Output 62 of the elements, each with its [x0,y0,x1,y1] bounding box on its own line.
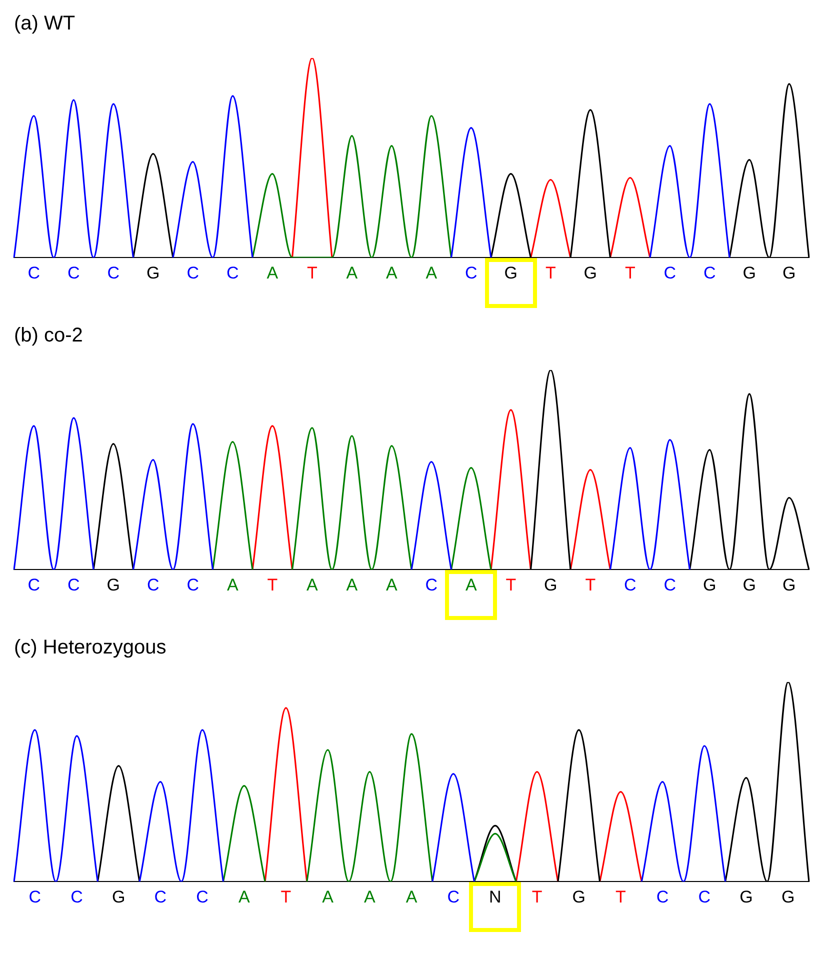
x-tick-label: C [624,575,636,594]
x-tick-label: G [740,887,753,906]
x-tick-label: A [406,887,418,906]
x-tick-label: G [106,575,120,594]
x-tick-label: G [504,263,518,282]
x-tick-label: T [624,263,636,282]
x-tick-label: C [28,575,40,594]
x-tick-label: A [386,263,398,282]
x-tick-label: C [67,263,80,282]
x-tick-label: N [489,887,502,906]
x-tick-label: C [67,575,80,594]
x-tick-label: G [781,887,795,906]
x-tick-label: C [447,887,460,906]
chart-title: (b) co-2 [14,324,83,347]
x-tick-label: C [656,887,669,906]
chart-title: (c) Heterozygous [14,636,166,659]
x-tick-label: C [664,575,676,594]
x-tick-label: A [306,575,318,594]
chart-title: (a) WT [14,12,76,35]
x-tick-label: C [154,887,167,906]
x-tick-label: T [506,575,516,594]
x-tick-label: C [186,575,200,594]
x-tick-label: G [544,575,558,594]
x-tick-label: T [616,887,626,906]
x-tick-label: A [238,887,250,906]
x-tick-label: G [572,887,586,906]
x-tick-label: T [545,263,556,282]
x-tick-label: G [703,575,716,594]
x-tick-label: T [532,887,542,906]
x-tick-label: G [584,263,597,282]
x-tick-label: G [112,887,126,906]
x-tick-label: C [698,887,711,906]
x-tick-label: G [146,263,160,282]
x-tick-label: C [146,575,160,594]
x-tick-label: C [186,263,200,282]
x-tick-label: A [266,263,279,282]
x-tick-label: T [306,263,318,282]
x-tick-label: G [782,575,796,594]
x-tick-label: G [782,263,796,282]
x-tick-label: A [386,575,398,594]
x-tick-label: C [70,887,83,906]
x-tick-label: A [322,887,334,906]
x-tick-label: A [465,575,478,594]
x-tick-label: C [28,263,40,282]
x-tick-label: G [742,263,756,282]
x-tick-label: C [425,575,438,594]
x-tick-label: T [280,887,292,906]
x-tick-label: C [703,263,716,282]
x-tick-label: A [346,575,358,594]
x-tick-label: C [107,263,120,282]
x-tick-label: C [28,887,42,906]
x-tick-label: C [664,263,676,282]
x-tick-label: A [364,887,376,906]
x-tick-label: C [196,887,208,906]
x-tick-label: T [267,575,278,594]
x-tick-label: A [226,575,239,594]
x-tick-label: C [226,263,239,282]
x-tick-label: A [426,263,438,282]
x-tick-label: G [742,575,756,594]
x-tick-label: A [346,263,358,282]
x-tick-label: C [464,263,478,282]
x-tick-label: T [585,575,596,594]
